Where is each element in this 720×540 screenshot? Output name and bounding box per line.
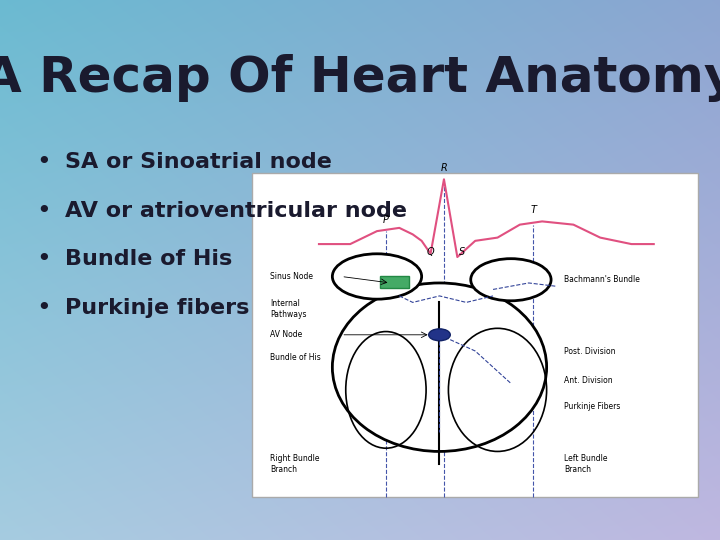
Text: •: • <box>36 296 50 320</box>
FancyBboxPatch shape <box>252 173 698 497</box>
Text: Bachmann's Bundle: Bachmann's Bundle <box>564 275 640 284</box>
Text: SA or Sinoatrial node: SA or Sinoatrial node <box>65 152 332 172</box>
Text: R: R <box>441 163 447 173</box>
Text: Ant. Division: Ant. Division <box>564 376 613 384</box>
Ellipse shape <box>333 254 422 299</box>
Text: •: • <box>36 199 50 222</box>
Text: •: • <box>36 150 50 174</box>
Text: Post. Division: Post. Division <box>564 347 616 355</box>
Text: Right Bundle
Branch: Right Bundle Branch <box>270 454 320 475</box>
Ellipse shape <box>428 329 450 341</box>
Text: Q: Q <box>427 247 434 257</box>
Ellipse shape <box>333 283 546 451</box>
Text: A Recap Of Heart Anatomy: A Recap Of Heart Anatomy <box>0 54 720 102</box>
Text: AV or atrioventricular node: AV or atrioventricular node <box>65 200 407 221</box>
Text: Left Bundle
Branch: Left Bundle Branch <box>564 454 608 475</box>
Text: Purkinje Fibers: Purkinje Fibers <box>564 402 621 410</box>
Text: Bundle of His: Bundle of His <box>270 353 320 362</box>
Text: P: P <box>383 214 389 225</box>
Text: Bundle of His: Bundle of His <box>65 249 232 269</box>
Text: S: S <box>459 247 465 257</box>
Ellipse shape <box>471 259 551 301</box>
FancyBboxPatch shape <box>380 276 409 288</box>
Text: T: T <box>530 205 536 215</box>
Text: •: • <box>36 247 50 271</box>
Text: AV Node: AV Node <box>270 330 302 339</box>
Text: Internal
Pathways: Internal Pathways <box>270 299 306 319</box>
Text: Sinus Node: Sinus Node <box>270 272 313 281</box>
Text: Purkinje fibers: Purkinje fibers <box>65 298 249 318</box>
